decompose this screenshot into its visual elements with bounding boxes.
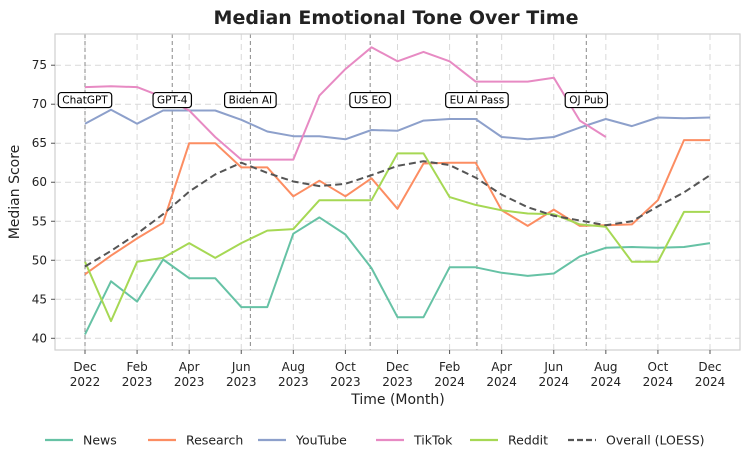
event-label-gpt-4: GPT-4: [152, 91, 193, 109]
legend: News Research YouTube TikTok Reddit Overall (…: [45, 433, 705, 448]
legend-item-research: Research: [148, 433, 243, 448]
y-axis-ticks: 40 45 50 55 60 65 70 75: [32, 58, 55, 345]
x-tick-label-month: Feb: [126, 360, 147, 374]
series-line-overall-loess: [84, 160, 711, 268]
event-label-text: GPT-4: [157, 95, 188, 107]
x-tick-label-month: Oct: [335, 360, 356, 374]
event-label-text: Biden AI: [229, 95, 273, 107]
x-tick-label-month: Jun: [543, 360, 563, 374]
x-tick-label-month: Apr: [491, 360, 512, 374]
legend-item-reddit: Reddit: [470, 433, 548, 448]
x-tick-label-month: Aug: [282, 360, 305, 374]
y-tick-label: 55: [32, 214, 47, 228]
event-label-box: [564, 91, 608, 109]
legend-item-tiktok: TikTok: [376, 433, 453, 448]
x-tick-label-year: 2024: [591, 375, 622, 389]
x-tick-label-year: 2023: [278, 375, 309, 389]
event-label-box: [152, 91, 193, 109]
x-tick-label-year: 2024: [695, 375, 726, 389]
event-label-chatgpt: ChatGPT: [57, 91, 113, 109]
x-tick-label-year: 2024: [434, 375, 465, 389]
y-tick-label: 40: [32, 331, 47, 345]
legend-label: YouTube: [295, 433, 347, 448]
grid: [55, 34, 740, 350]
x-tick-label-year: 2023: [382, 375, 413, 389]
event-label-text: ChatGPT: [62, 95, 108, 107]
event-label-box: [349, 91, 392, 109]
x-tick-label-year: 2023: [122, 375, 153, 389]
legend-label: News: [83, 433, 117, 448]
event-label-oj-pub: OJ Pub: [564, 91, 608, 109]
legend-item-overall-loess: Overall (LOESS): [568, 433, 705, 448]
event-label-text: EU AI Pass: [450, 95, 505, 107]
legend-label: TikTok: [413, 433, 453, 448]
series-line-reddit: [84, 152, 710, 323]
legend-item-news: News: [45, 433, 117, 448]
x-tick-label-year: 2024: [486, 375, 517, 389]
y-axis-label: Median Score: [7, 145, 23, 240]
legend-label: Overall (LOESS): [606, 433, 705, 448]
x-tick-label-month: Apr: [179, 360, 200, 374]
event-labels: ChatGPT GPT-4 Biden AI US EO EU AI Pass OJ Pu…: [57, 91, 608, 109]
y-tick-label: 45: [32, 292, 47, 306]
x-tick-label-year: 2022: [70, 375, 101, 389]
x-tick-label-month: Jun: [231, 360, 251, 374]
x-tick-label-month: Dec: [73, 360, 96, 374]
event-label-box: [57, 91, 113, 109]
x-axis-ticks: Dec2022Feb2023Apr2023Jun2023Aug2023Oct20…: [70, 350, 726, 389]
event-label-biden-ai: Biden AI: [223, 91, 277, 109]
chart-title: Median Emotional Tone Over Time: [214, 7, 579, 29]
x-tick-label-year: 2024: [643, 375, 674, 389]
y-tick-label: 50: [32, 253, 47, 267]
legend-label: Research: [186, 433, 243, 448]
event-label-box: [223, 91, 277, 109]
y-tick-label: 65: [32, 136, 47, 150]
event-label-box: [445, 91, 509, 109]
x-tick-label-year: 2024: [538, 375, 569, 389]
x-tick-label-year: 2023: [330, 375, 361, 389]
event-label-eu-ai-pass: EU AI Pass: [445, 91, 509, 109]
x-tick-label-year: 2023: [174, 375, 205, 389]
legend-item-youtube: YouTube: [258, 433, 347, 448]
event-label-text: OJ Pub: [569, 95, 604, 107]
x-tick-label-month: Dec: [698, 360, 721, 374]
legend-label: Reddit: [508, 433, 548, 448]
x-tick-label-month: Dec: [386, 360, 409, 374]
x-tick-label-month: Aug: [594, 360, 617, 374]
series-line-news: [84, 216, 711, 335]
x-tick-label-month: Oct: [648, 360, 669, 374]
x-axis-label: Time (Month): [350, 392, 445, 408]
event-label-us-eo: US EO: [349, 91, 392, 109]
plot-frame: [54, 33, 741, 351]
y-tick-label: 75: [32, 58, 47, 72]
y-tick-label: 60: [32, 175, 47, 189]
event-label-text: US EO: [354, 95, 387, 107]
series-lines: [84, 46, 711, 335]
y-tick-label: 70: [32, 97, 47, 111]
x-tick-label-month: Feb: [439, 360, 460, 374]
x-tick-label-year: 2023: [226, 375, 257, 389]
